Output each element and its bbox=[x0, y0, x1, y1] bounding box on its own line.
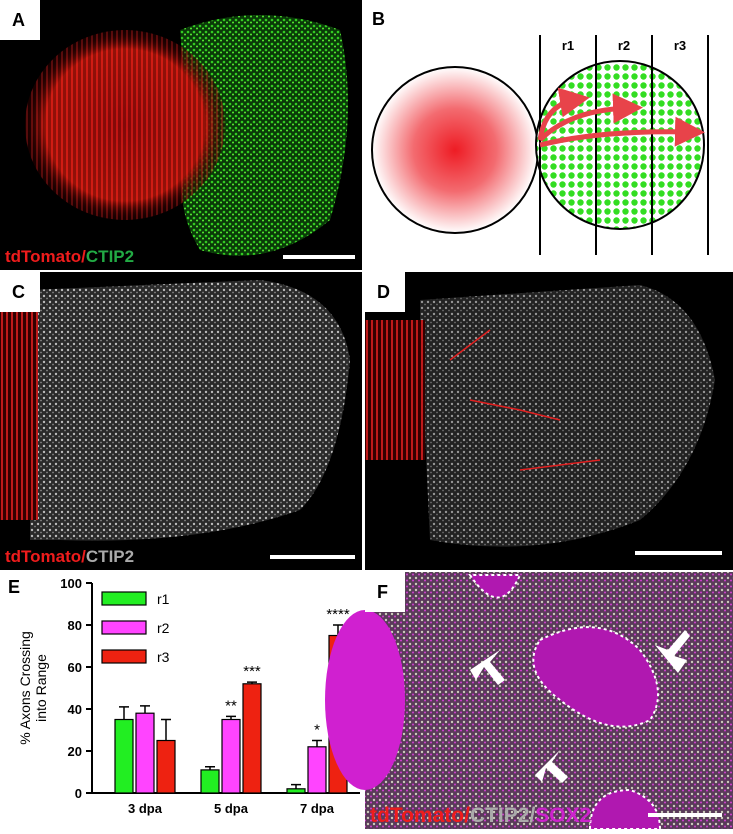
error-bar bbox=[140, 705, 150, 714]
caption: tdTomato/CTIP2 bbox=[5, 547, 134, 566]
bar bbox=[307, 746, 327, 794]
sox2-region bbox=[532, 626, 659, 728]
bar bbox=[286, 788, 306, 794]
bar bbox=[242, 683, 262, 794]
arrowheads bbox=[470, 630, 690, 783]
caption-part: / bbox=[529, 804, 535, 827]
significance: **** bbox=[326, 606, 350, 623]
caption-part: tdTomato bbox=[370, 804, 464, 827]
caption-part: / bbox=[81, 547, 86, 566]
x-tick-label: 3 dpa bbox=[128, 801, 163, 816]
panel-label: E bbox=[8, 577, 20, 597]
red-fibers bbox=[365, 320, 425, 460]
panel-f-image bbox=[365, 572, 733, 829]
caption-part: CTIP2 bbox=[470, 804, 530, 827]
region-label: r3 bbox=[674, 38, 686, 53]
legend-swatch bbox=[101, 591, 147, 606]
y-tick-label: 0 bbox=[75, 786, 82, 801]
panel-label-box bbox=[365, 272, 405, 312]
legend-swatch bbox=[101, 620, 147, 635]
region-label: r1 bbox=[562, 38, 574, 53]
panel-label-box bbox=[365, 572, 405, 612]
error-bar bbox=[119, 706, 129, 720]
grey-tissue bbox=[420, 285, 715, 547]
error-bar bbox=[312, 739, 322, 747]
sox2-region bbox=[325, 610, 405, 790]
x-tick-label: 7 dpa bbox=[300, 801, 335, 816]
y-tick-label: 80 bbox=[68, 618, 82, 633]
legend-label: r1 bbox=[157, 591, 170, 607]
error-bar bbox=[291, 783, 301, 789]
sox2-region bbox=[588, 788, 662, 830]
axons bbox=[449, 329, 601, 471]
caption-part: SOX2 bbox=[535, 804, 591, 827]
arrows bbox=[537, 87, 705, 148]
caption-part: / bbox=[81, 247, 86, 266]
sox2-region bbox=[468, 574, 522, 599]
green-tissue bbox=[180, 15, 348, 256]
y-tick-label: 60 bbox=[68, 660, 82, 675]
caption-part: CTIP2 bbox=[86, 247, 134, 266]
y-tick-label: 20 bbox=[68, 744, 82, 759]
significance: ** bbox=[225, 697, 237, 714]
significance: * bbox=[314, 722, 320, 739]
bar bbox=[114, 718, 134, 794]
y-axis-label-line: % Axons Crossing bbox=[17, 631, 33, 745]
caption-part: / bbox=[464, 804, 470, 827]
region-label: r2 bbox=[618, 38, 630, 53]
bar bbox=[200, 769, 220, 794]
legend-label: r3 bbox=[157, 649, 170, 665]
y-axis-label: % Axons Crossinginto Range bbox=[17, 631, 49, 745]
bar-chart: 0 20 40 60 80 100 % Axons Crossinginto Range 3 … bbox=[17, 576, 360, 816]
error-bar bbox=[205, 766, 215, 770]
y-axis-label-line: into Range bbox=[33, 654, 49, 722]
significance: *** bbox=[243, 663, 261, 680]
red-fibers bbox=[0, 300, 38, 520]
error-bar bbox=[161, 718, 171, 741]
panel-label: B bbox=[372, 9, 385, 29]
error-bar bbox=[226, 715, 236, 720]
panel-label: F bbox=[377, 582, 388, 602]
panel-label-box bbox=[0, 272, 40, 312]
x-tick-label: 5 dpa bbox=[214, 801, 249, 816]
red-fibers bbox=[25, 30, 225, 220]
caption-part: tdTomato bbox=[5, 547, 81, 566]
panel-label: D bbox=[377, 282, 390, 302]
explant-circle bbox=[371, 66, 539, 234]
panel-label: A bbox=[12, 10, 25, 30]
legend-label: r2 bbox=[157, 620, 170, 636]
y-tick-label: 40 bbox=[68, 702, 82, 717]
bar bbox=[156, 739, 176, 794]
caption-part: CTIP2 bbox=[86, 547, 134, 566]
caption: tdTomato/CTIP2 bbox=[5, 247, 134, 266]
legend-swatch bbox=[101, 649, 147, 664]
y-tick-label: 100 bbox=[60, 576, 82, 591]
grey-tissue bbox=[30, 280, 350, 541]
caption-part: tdTomato bbox=[5, 247, 81, 266]
target-circle bbox=[535, 60, 705, 230]
bar bbox=[135, 712, 155, 794]
panel-label-box bbox=[0, 0, 40, 40]
panel-label: C bbox=[12, 282, 25, 302]
error-bar bbox=[247, 681, 257, 684]
bar bbox=[221, 718, 241, 794]
caption: tdTomato/CTIP2/SOX2 bbox=[370, 804, 591, 827]
